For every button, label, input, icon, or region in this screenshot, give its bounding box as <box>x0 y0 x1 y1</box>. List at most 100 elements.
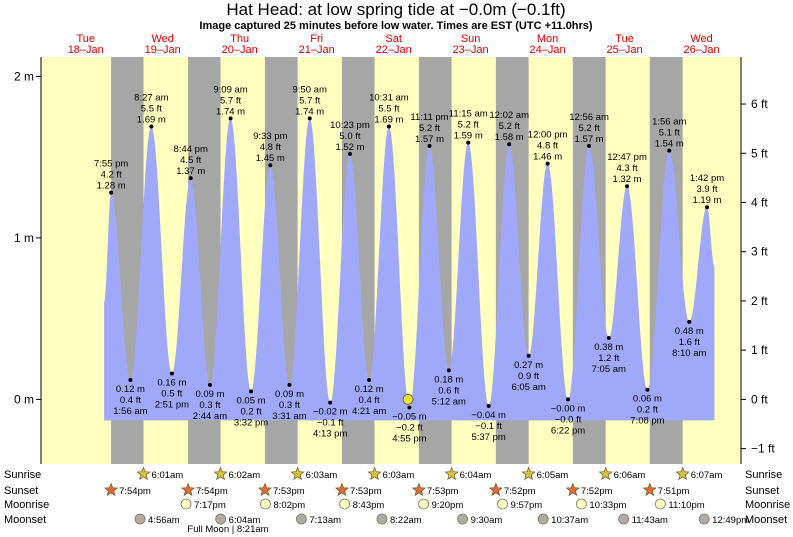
tide-point <box>128 378 133 383</box>
tide-height-m: 1.45 m <box>256 153 285 164</box>
tide-curve <box>104 118 715 421</box>
tide-height-ft: 5.2 ft <box>579 123 600 134</box>
tide-point <box>466 140 471 145</box>
sunrise-event-2: 6:03am <box>290 466 338 481</box>
sunrise-event-6: 6:06am <box>598 466 645 481</box>
tide-time: 10:31 am <box>369 92 409 103</box>
day-name-0: Tue <box>76 33 95 45</box>
tide-height-ft: 0.2 ft <box>637 405 658 416</box>
tide-time: 9:50 am <box>293 84 327 95</box>
sunset-event-0: 7:54pm <box>104 482 151 497</box>
moonset-event-2: 7:13am <box>295 513 341 526</box>
tide-time: 12:47 pm <box>607 152 647 163</box>
tide-time: 4:55 pm <box>392 433 426 444</box>
sunset-event-3: 7:53pm <box>334 482 382 497</box>
tide-height-m: 1.54 m <box>655 139 684 150</box>
chart-title: Hat Head: at low spring tide at −0.0m (−… <box>226 0 565 19</box>
moonset-time: 12:49pm <box>712 515 749 526</box>
tide-height-m: 1.19 m <box>692 195 721 206</box>
moonset-disc-icon <box>295 513 307 525</box>
day-name-8: Wed <box>690 33 712 45</box>
moonrise-disc-icon <box>576 498 587 510</box>
high-tide-20: 12:02 am5.2 ft1.58 m <box>489 110 529 147</box>
sunset-star-icon <box>181 482 196 497</box>
left-tick-label-2: 2 m <box>14 69 34 83</box>
right-tick-label-1: 0 ft <box>751 392 768 406</box>
sunrise-event-3: 6:03am <box>367 466 414 481</box>
right-axis-ticks: −1 ft 0 ft 1 ft 2 ft 3 ft 4 ft 5 ft 6 ft <box>741 97 775 456</box>
low-tide-7: 0.05 m0.2 ft3:32 pm <box>234 389 268 428</box>
tide-point <box>109 190 114 195</box>
tide-height-m: −0.00 m <box>551 403 586 414</box>
tide-point <box>407 405 412 410</box>
right-tick-label-0: −1 ft <box>751 442 775 456</box>
tide-height-m: 0.12 m <box>116 384 145 395</box>
tide-height-ft: 4.8 ft <box>260 142 281 153</box>
tide-height-m: 1.37 m <box>176 166 205 177</box>
tide-time: 8:27 am <box>134 92 168 103</box>
moonrise-event-4: 9:57pm <box>497 498 543 511</box>
right-tick-label-2: 1 ft <box>751 343 768 357</box>
high-tide-0: 7:55 pm4.2 ft1.28 m <box>94 159 128 195</box>
tide-time: 8:44 pm <box>174 144 208 155</box>
sunrise-event-1: 6:02am <box>213 466 260 481</box>
tide-time: 10:23 pm <box>330 120 370 131</box>
tide-height-m: 1.74 m <box>295 106 324 117</box>
high-tide-30: 1:42 pm3.9 ft1.19 m <box>690 173 724 210</box>
tide-height-ft: 0.9 ft <box>518 371 539 382</box>
moonrise-disc-icon <box>339 498 351 510</box>
high-tide-6: 9:09 am5.7 ft1.74 m <box>213 84 248 121</box>
moonset-event-7: 12:49pm <box>698 513 749 526</box>
low-tide-29: 0.48 m1.6 ft8:10 am <box>672 319 707 359</box>
tide-height-ft: 1.2 ft <box>598 353 619 364</box>
tide-time: 1:56 am <box>652 117 686 128</box>
high-tide-10: 9:50 am5.7 ft1.74 m <box>293 84 327 121</box>
moonset-time: 8:22am <box>390 515 422 526</box>
day-date-0: 18–Jan <box>68 44 104 56</box>
tide-height-ft: −0.1 ft <box>317 418 344 429</box>
tide-time: 9:09 am <box>213 84 247 95</box>
sunset-row: Sunset Sunset 7:54pm 7:54pm 7:53pm 7:53pm 7:53… <box>4 482 779 497</box>
moonrise-event-2: 8:43pm <box>339 498 384 511</box>
left-axis-ticks: 0 m 1 m 2 m <box>14 69 41 406</box>
high-tide-8: 9:33 pm4.8 ft1.45 m <box>253 131 288 168</box>
day-name-7: Tue <box>615 33 634 45</box>
tide-height-m: 1.74 m <box>216 106 245 117</box>
moonset-row: Moonset Moonset 4:56am 6:04am 7:13am 8:22am 9:… <box>4 513 787 526</box>
tide-height-ft: 1.6 ft <box>679 337 700 348</box>
right-tick-label-6: 5 ft <box>751 146 768 160</box>
high-tide-14: 10:31 am5.5 ft1.69 m <box>369 92 409 129</box>
tide-height-ft: 5.7 ft <box>220 95 241 106</box>
sunset-star-icon <box>104 482 119 497</box>
tide-time: 5:37 pm <box>471 432 505 443</box>
moonset-event-4: 9:30am <box>457 513 502 526</box>
moonset-event-6: 11:43am <box>618 513 668 526</box>
sunrise-star-icon <box>213 466 228 481</box>
sunrise-time: 6:03am <box>306 470 338 481</box>
moonset-time: 4:56am <box>148 515 180 526</box>
tide-height-ft: −0.2 ft <box>396 422 423 433</box>
low-tide-9: 0.09 m0.3 ft3:31 am <box>272 382 307 422</box>
high-tide-16: 11:11 pm5.2 ft1.57 m <box>410 112 449 148</box>
moonrise-event-1: 8:02pm <box>260 498 305 511</box>
low-tide-25: 0.38 m1.2 ft7:05 am <box>592 336 626 375</box>
moonrise-label-left: Moonrise <box>4 499 49 511</box>
sunset-event-6: 7:52pm <box>565 482 613 497</box>
moonset-event-0: 4:56am <box>134 513 180 526</box>
tide-height-ft: 0.5 ft <box>161 389 182 400</box>
sunset-time: 7:52pm <box>504 486 536 497</box>
sunset-time: 7:53pm <box>350 486 382 497</box>
tide-time: 7:08 pm <box>630 416 664 427</box>
moonrise-time: 9:57pm <box>511 500 543 511</box>
high-tide-4: 8:44 pm4.5 ft1.37 m <box>174 144 208 181</box>
tide-height-ft: 0.3 ft <box>279 400 300 411</box>
tide-time: 12:00 pm <box>528 130 568 141</box>
moonset-label-right: Moonset <box>745 514 787 526</box>
tide-point <box>307 116 312 121</box>
tide-point <box>486 403 491 408</box>
tide-height-m: −0.04 m <box>471 410 506 421</box>
moonset-time: 7:13am <box>309 515 341 526</box>
high-tide-26: 12:47 pm4.3 ft1.32 m <box>607 152 647 189</box>
tide-height-m: 1.28 m <box>97 181 126 192</box>
tide-point <box>169 371 174 376</box>
